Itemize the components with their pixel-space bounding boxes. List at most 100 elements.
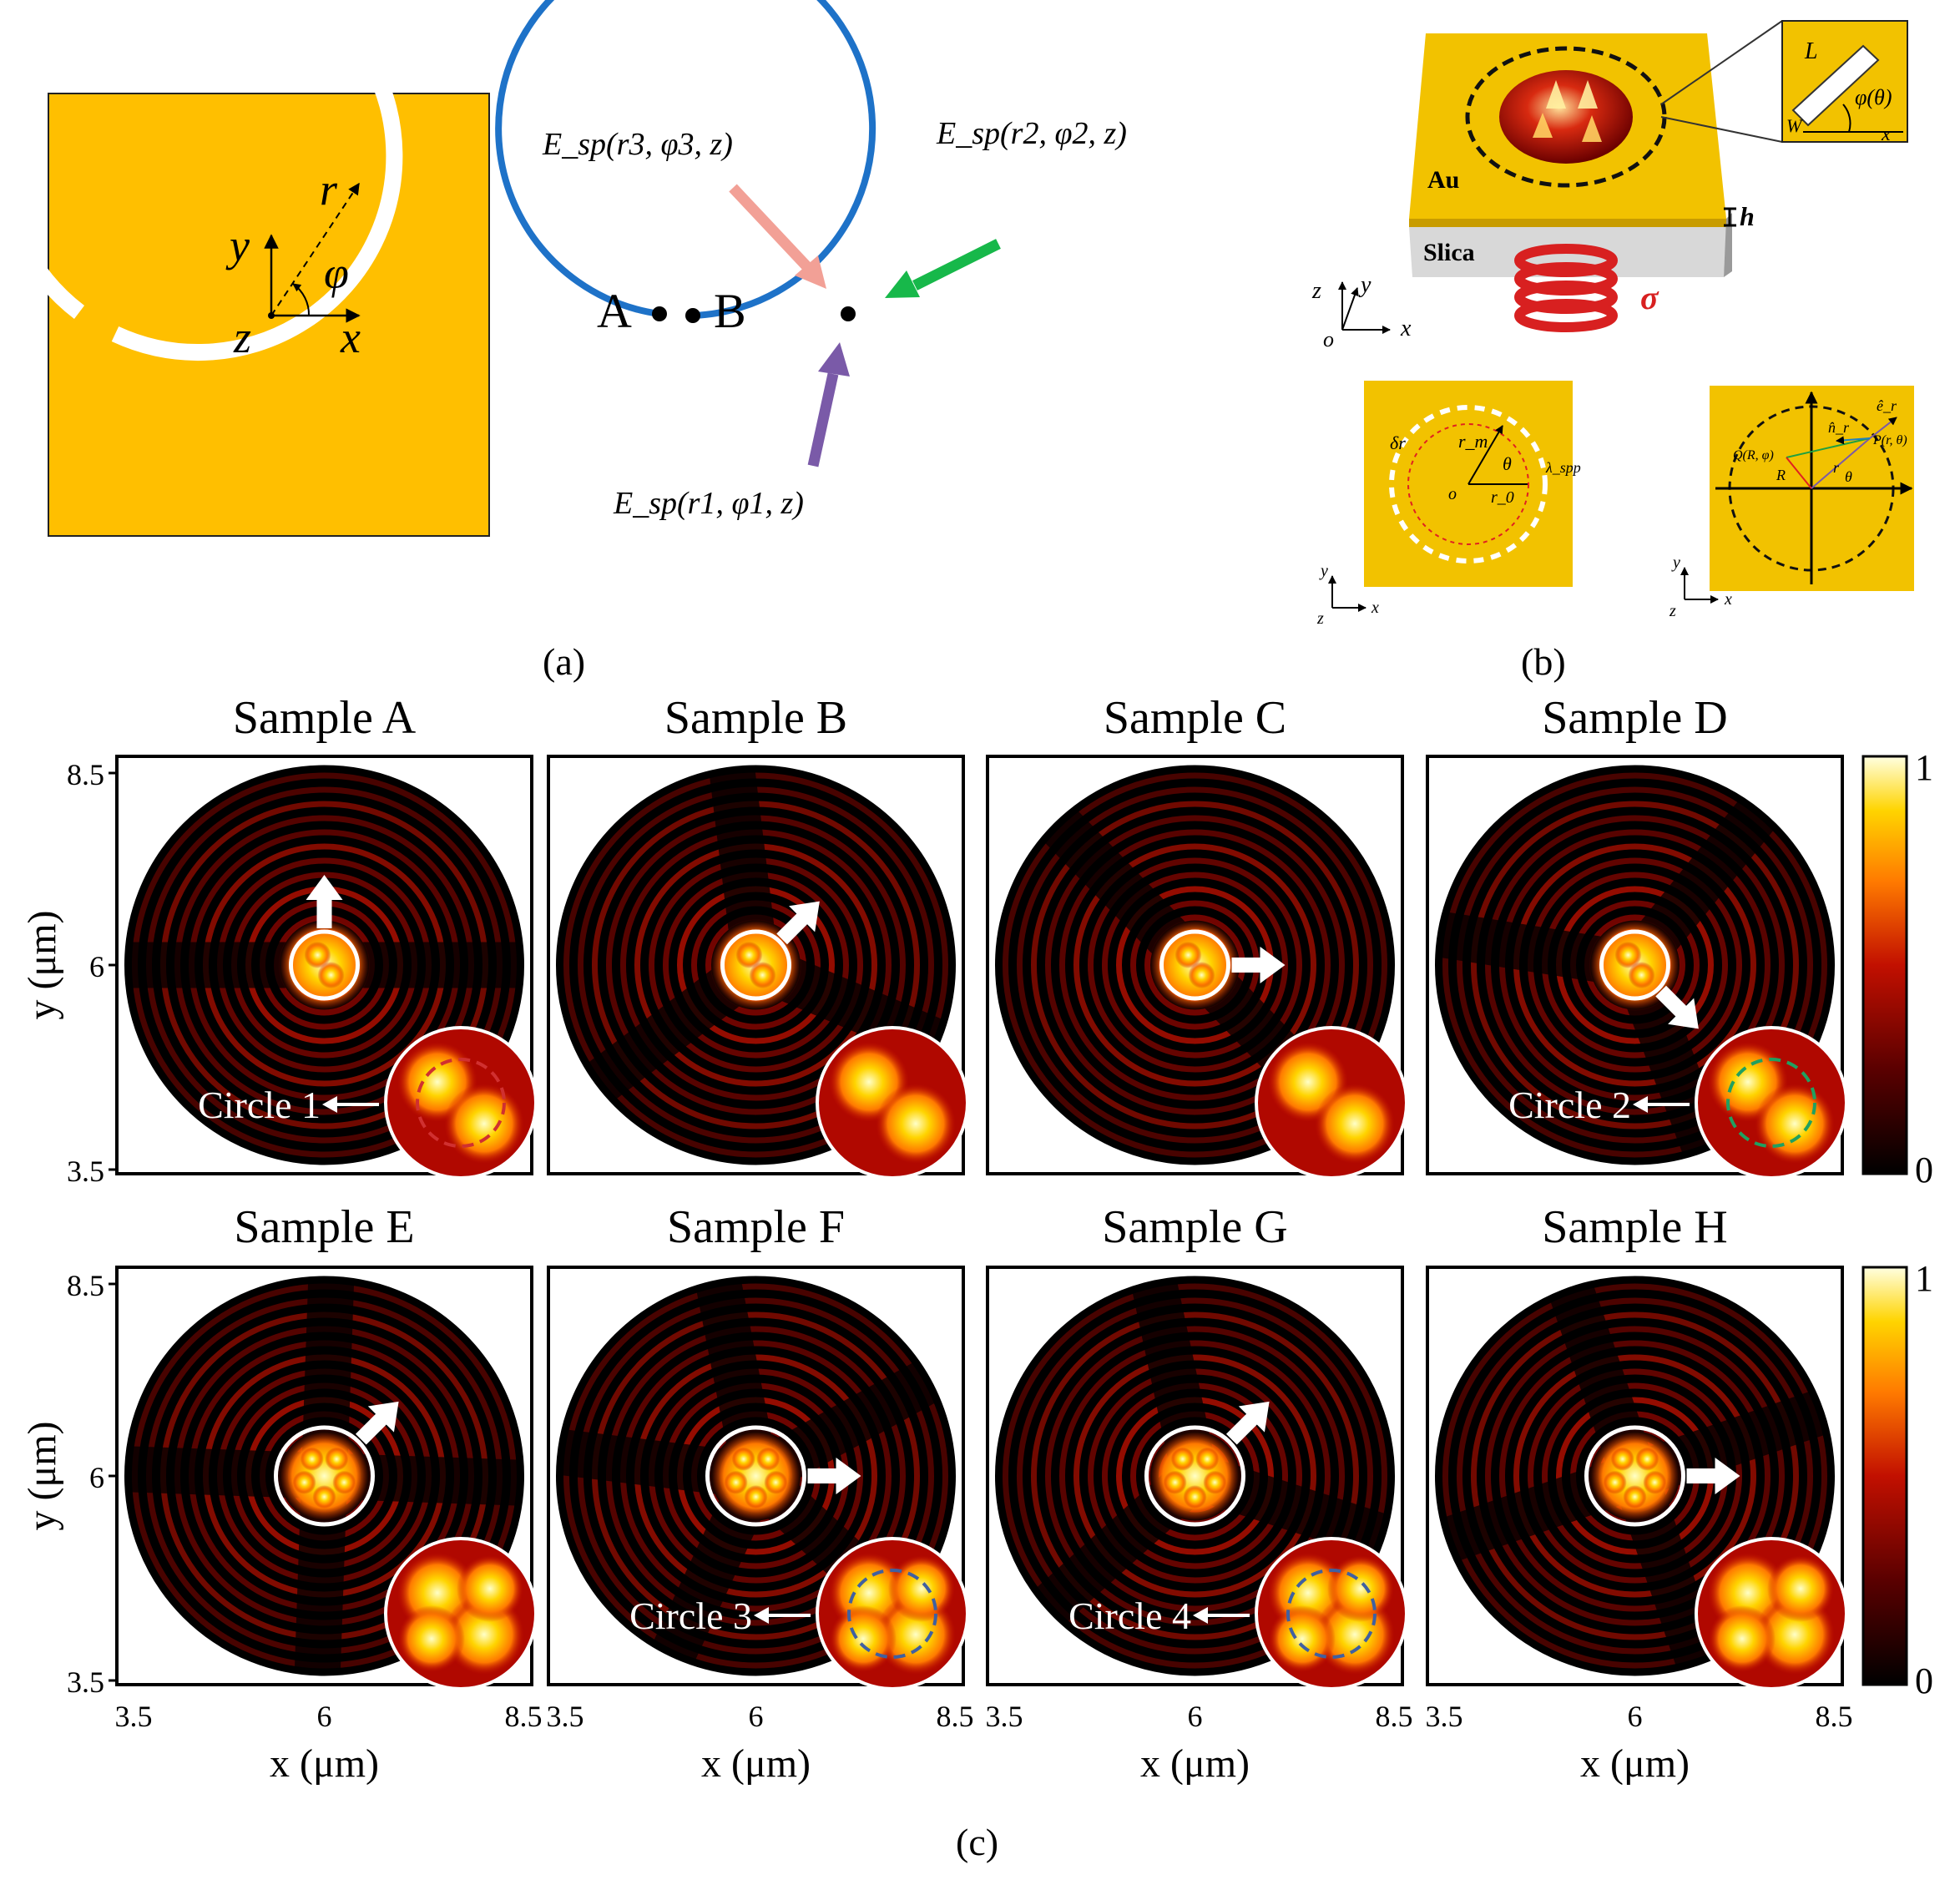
- green-arrow: [912, 239, 1001, 291]
- panel-a-left: y x z r φ: [0, 0, 490, 537]
- panel-label-c: (c): [956, 1821, 998, 1863]
- e-field-2-label: E_sp(r2, φ2, z): [936, 116, 1127, 151]
- y-tick-label: 6: [89, 1461, 104, 1494]
- y-tick-label: 8.5: [67, 758, 104, 791]
- marker-circle: [274, 1425, 375, 1527]
- zoom-inset: [1256, 1539, 1407, 1689]
- center-dot: [841, 306, 856, 321]
- inset-l-label: L: [1804, 38, 1818, 64]
- intensity-map: Circle 2: [1426, 755, 1848, 1180]
- e-field-1-label: E_sp(r1, φ1, z): [613, 486, 804, 521]
- marker-circle: [1584, 1425, 1685, 1527]
- intensity-map: [115, 1266, 538, 1690]
- marker-circle: [705, 1425, 806, 1527]
- triad-x: x: [1400, 316, 1412, 341]
- inset-phi-label: φ(θ): [1855, 85, 1892, 109]
- focal-spot: [1499, 70, 1633, 164]
- blue-spiral: [495, 0, 876, 319]
- sub1-z: z: [1316, 609, 1324, 628]
- intensity-map: Circle 4: [986, 1266, 1408, 1690]
- sample-title: Sample A: [233, 692, 417, 744]
- intensity-map: [1426, 1266, 1848, 1690]
- helical-beam: [1514, 244, 1618, 332]
- marker-circle: [289, 929, 360, 1001]
- colorbar-max-label: 1: [1915, 1258, 1933, 1299]
- sub2-R: R: [1776, 467, 1786, 483]
- x-tick-label: 3.5: [986, 1700, 1023, 1733]
- direction-arrow: [776, 901, 820, 945]
- sub1-o: o: [1448, 485, 1457, 503]
- zoom-inset: [1696, 1539, 1846, 1689]
- point-a-dot: [652, 306, 667, 321]
- sub1-y: y: [1319, 562, 1328, 580]
- sample-title: Sample C: [1104, 692, 1286, 744]
- intensity-map: [986, 755, 1408, 1180]
- sub2-q: Q(R, φ): [1733, 448, 1774, 462]
- direction-arrow: [1686, 1458, 1740, 1494]
- colorbar-min-label: 0: [1915, 1150, 1933, 1190]
- point-b-dot: [685, 308, 700, 323]
- x-tick-label: 3.5: [115, 1700, 153, 1733]
- panel-b: Au Slica h σ L W φ(θ) x z y x o: [1311, 20, 1914, 628]
- silica-label: Slica: [1423, 239, 1475, 266]
- direction-arrow: [1231, 947, 1286, 983]
- x-tick-label: 8.5: [505, 1700, 543, 1733]
- r-label: r: [320, 164, 338, 215]
- panel-c: Sample A Circle 1 8.5 6 3.5 y (μm) Sample B Sam…: [20, 692, 1933, 1786]
- x-tick-label: 8.5: [1376, 1700, 1413, 1733]
- phi-arc: [292, 283, 311, 316]
- triad-z: z: [1311, 278, 1321, 304]
- sample-title: Sample D: [1542, 692, 1727, 744]
- sub2-er: ê_r: [1877, 397, 1897, 414]
- x-tick-label: 8.5: [1816, 1700, 1853, 1733]
- sample-title: Sample H: [1542, 1201, 1727, 1253]
- direction-arrow: [1225, 1401, 1270, 1445]
- x-tick-label: 3.5: [1426, 1700, 1463, 1733]
- circle-label: Circle 2: [1508, 1084, 1631, 1126]
- zoom-inset: [817, 1028, 967, 1178]
- colorbar-max-label: 1: [1915, 747, 1933, 788]
- sample-title: Sample B: [664, 692, 847, 744]
- direction-arrow: [807, 1458, 861, 1494]
- direction-arrow: [355, 1401, 399, 1445]
- zoom-inset: [1256, 1028, 1407, 1178]
- sub1-x: x: [1371, 599, 1379, 617]
- circle-label: Circle 3: [629, 1594, 752, 1637]
- intensity-map: Circle 1: [115, 755, 538, 1180]
- radius-arrow: [270, 182, 360, 316]
- y-axis-label: y (μm): [20, 910, 64, 1019]
- sub1-theta: θ: [1503, 453, 1512, 474]
- inset-x-label: x: [1881, 124, 1891, 145]
- x-axis-label: x (μm): [1580, 1741, 1690, 1786]
- circle-label: Circle 1: [198, 1084, 321, 1126]
- sub1-dr: δr: [1390, 432, 1406, 453]
- colorbar: [1861, 755, 1908, 1175]
- x-label: x: [340, 312, 361, 362]
- inset-w-label: W: [1786, 115, 1803, 136]
- circle-label: Circle 4: [1068, 1594, 1191, 1637]
- point-a-label: A: [597, 284, 632, 338]
- z-label: z: [233, 312, 251, 362]
- panel-a-right: A B E_sp(r3, φ3, z) E_sp(r2, φ2, z) E_sp…: [495, 0, 1127, 521]
- direction-arrow: [1655, 985, 1699, 1029]
- y-tick-label: 3.5: [67, 1155, 104, 1188]
- x-tick-label: 6: [1628, 1700, 1643, 1733]
- sample-title: Sample E: [234, 1201, 414, 1253]
- zoom-inset: [386, 1539, 536, 1689]
- sub2-z: z: [1669, 602, 1676, 620]
- sub2-y: y: [1671, 553, 1680, 572]
- x-tick-label: 6: [317, 1700, 332, 1733]
- y-tick-label: 6: [89, 950, 104, 983]
- phi-label: φ: [324, 248, 349, 298]
- h-label: h: [1740, 201, 1755, 231]
- marker-circle: [720, 929, 791, 1001]
- x-tick-label: 6: [1188, 1700, 1203, 1733]
- y-tick-label: 3.5: [67, 1665, 104, 1699]
- sub2-nr: n̂_r: [1828, 419, 1850, 436]
- pink-arrow: [729, 184, 816, 275]
- panel-label-a: (a): [543, 640, 585, 683]
- intensity-map: [547, 755, 969, 1180]
- x-axis-label: x (μm): [701, 1741, 811, 1786]
- marker-circle: [1144, 1425, 1245, 1527]
